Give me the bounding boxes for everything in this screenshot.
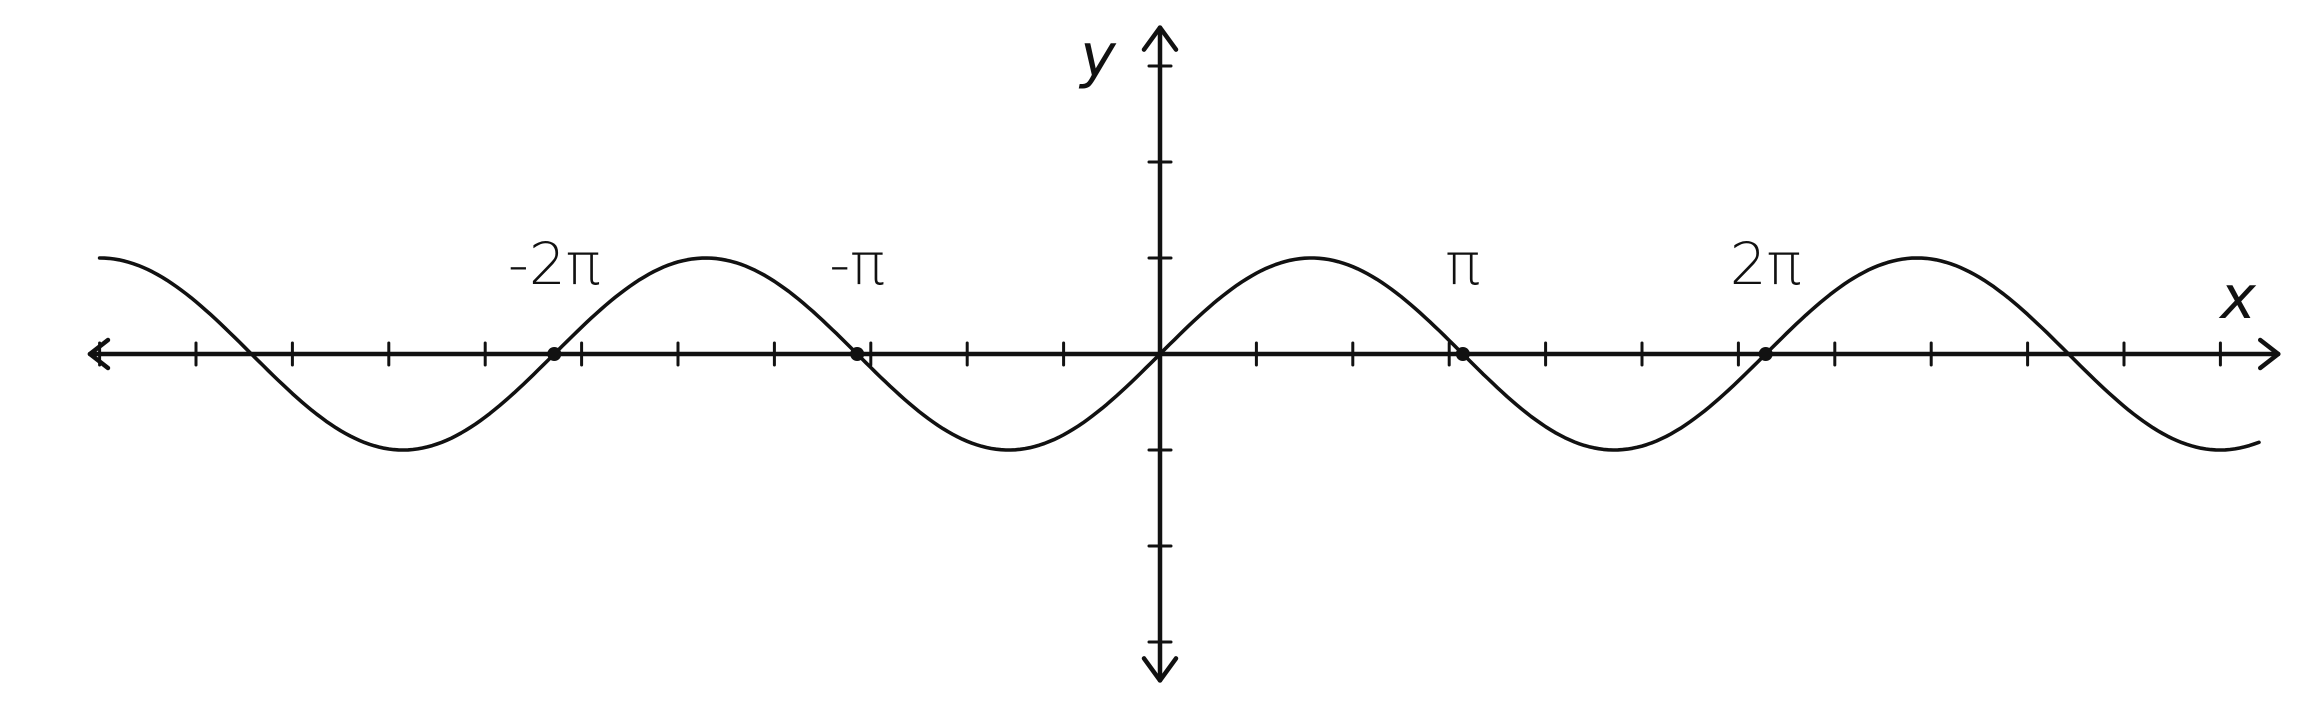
x-tick-label: -π xyxy=(829,230,885,298)
x-axis-arrow-left xyxy=(87,337,111,371)
zero-crossing-points xyxy=(547,347,1773,361)
y-axis-arrow-top xyxy=(1141,25,1179,52)
sine-curve xyxy=(97,256,2261,452)
x-tick-label: π xyxy=(1445,230,1480,298)
x-tick-label: -2π xyxy=(508,230,601,298)
y-axis-label: y xyxy=(1078,21,1117,91)
zero-point xyxy=(547,347,562,361)
zero-point xyxy=(1758,347,1773,361)
axis-ticks xyxy=(98,64,2222,644)
y-axis-arrow-bottom xyxy=(1141,656,1179,683)
x-tick-label: 2π xyxy=(1730,230,1802,298)
zero-point xyxy=(850,347,865,361)
x-axis-arrow-right xyxy=(2257,337,2281,371)
x-axis-label: x xyxy=(2218,263,2256,333)
x-tick-labels: -2π -π π 2π xyxy=(508,230,1802,298)
axes xyxy=(87,25,2281,683)
zero-point xyxy=(1455,347,1470,361)
